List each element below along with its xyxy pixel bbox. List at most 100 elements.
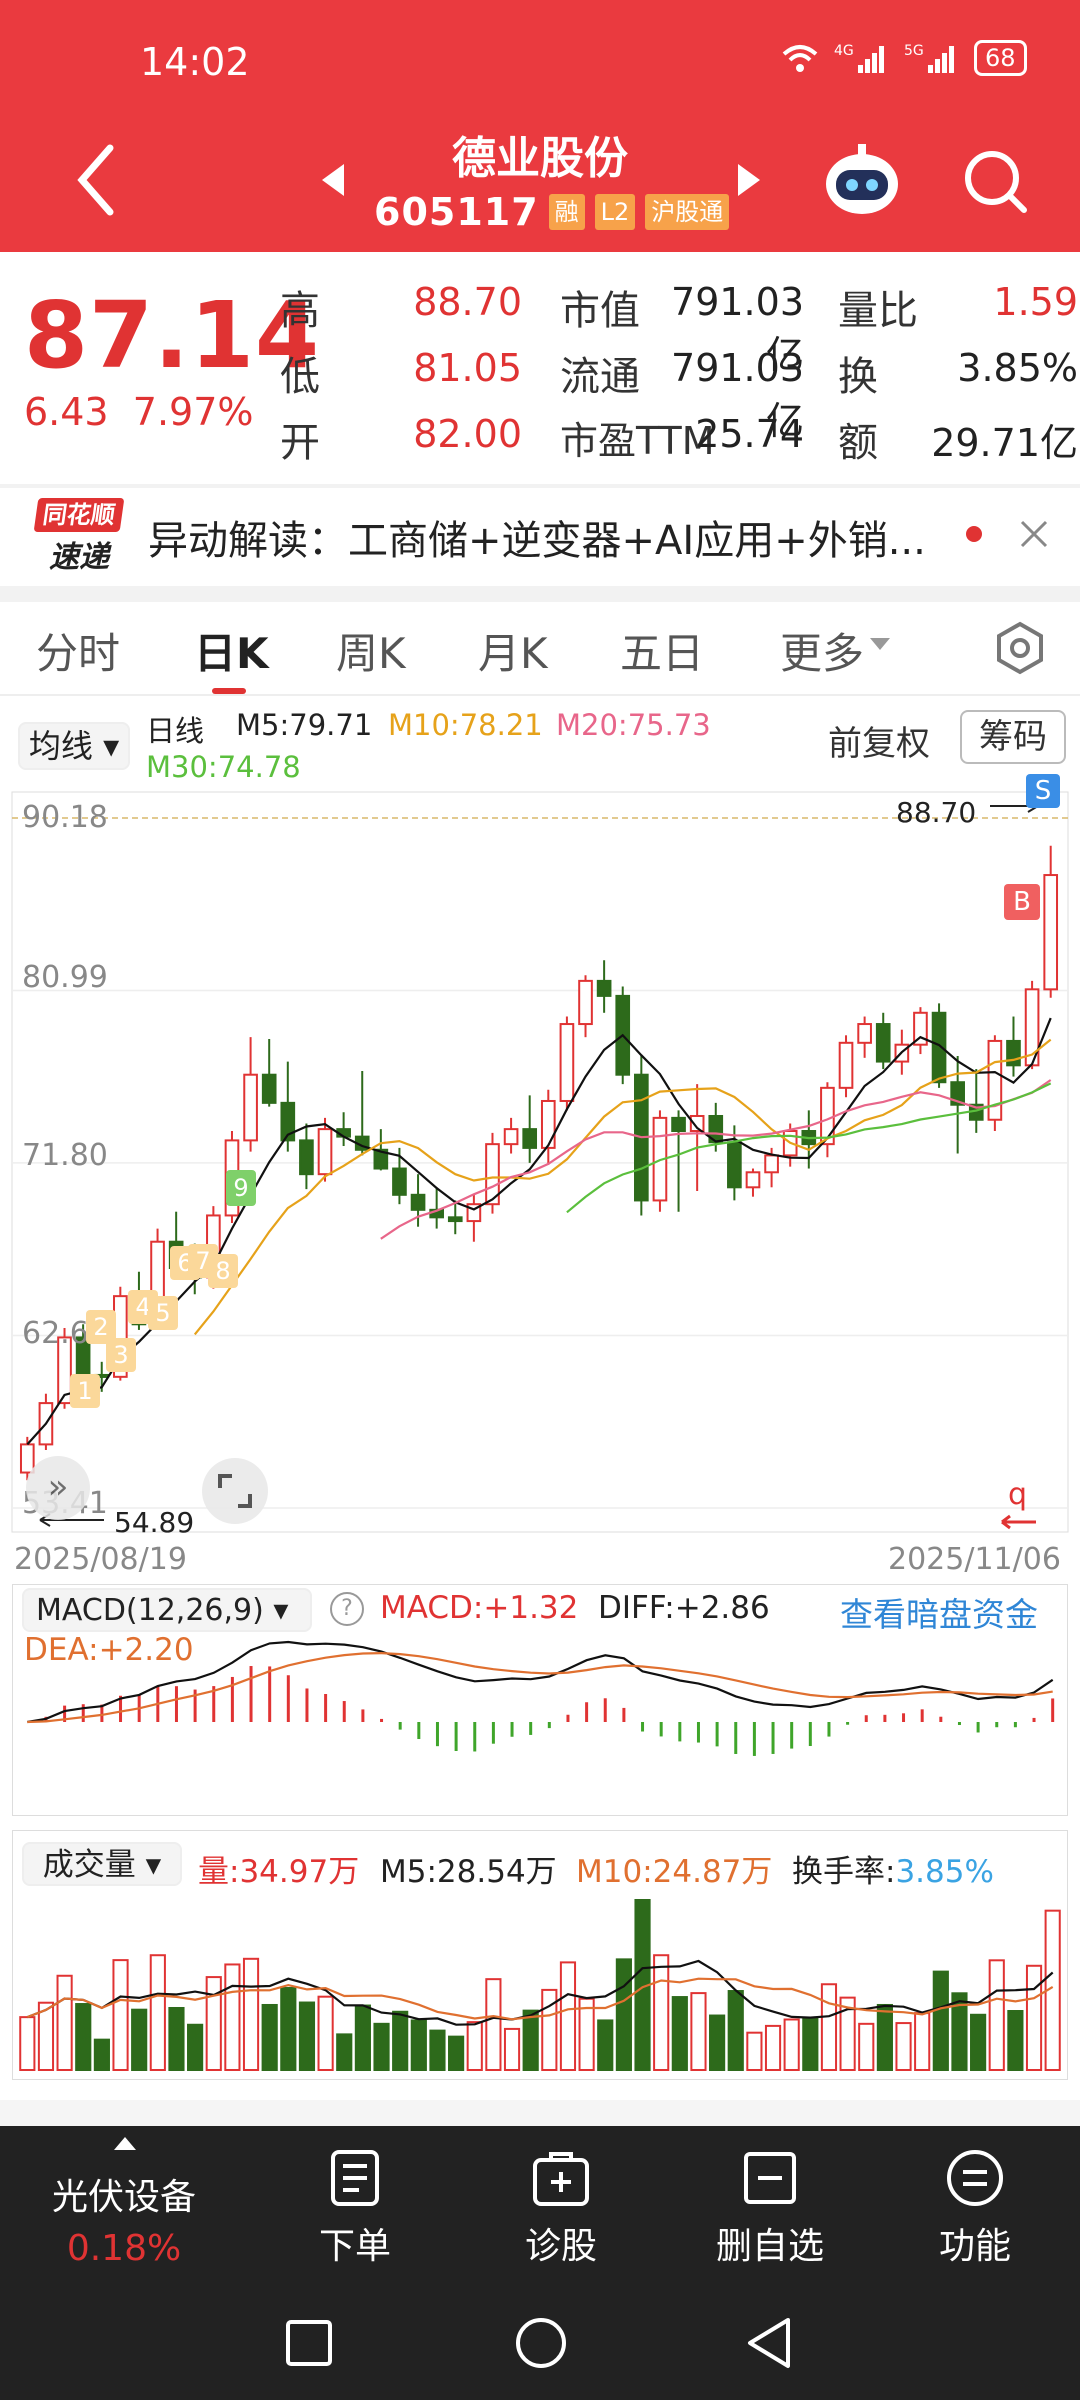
volume-bar (354, 2004, 371, 2071)
volume-bar (858, 2022, 875, 2071)
news-headline[interactable]: 异动解读：工商储+逆变器+AI应用+外销... (148, 518, 926, 564)
tab-more[interactable]: 更多 (780, 629, 865, 678)
volume-bar (168, 2006, 185, 2071)
divider (0, 484, 1080, 488)
chart-frame (11, 791, 1069, 1533)
buy-signal-badge[interactable]: B (1004, 884, 1040, 920)
tab-intraday[interactable]: 分时 (36, 629, 121, 678)
y-tick-3: 71.80 (22, 1138, 108, 1173)
back-nav-icon[interactable] (744, 2316, 794, 2370)
next-stock-icon[interactable] (734, 162, 764, 198)
signal-5g-icon: 5G (904, 43, 954, 73)
bottom-gap (0, 2100, 1080, 2126)
volume-selector[interactable]: 成交量 ▾ (22, 1842, 182, 1886)
volume-bar (839, 1996, 856, 2071)
reset-view-icon[interactable]: q (1000, 1478, 1040, 1534)
help-icon[interactable]: ? (330, 1592, 364, 1626)
macd-panel (12, 1584, 1068, 1816)
amount-value: 29.71亿 (931, 421, 1078, 465)
volume-bar (690, 1992, 707, 2071)
volume-ma10: M10:24.87万 (576, 1854, 773, 1890)
ma-selector[interactable]: 均线 ▾ (18, 722, 130, 770)
amount-label: 额 (838, 420, 878, 466)
volume-bar (131, 2008, 148, 2071)
sell-signal-badge[interactable]: S (1026, 774, 1060, 808)
macd-selector-label: MACD(12,26,9) (36, 1593, 264, 1628)
back-arrow-icon[interactable] (72, 140, 120, 220)
volume-bar (410, 2019, 427, 2071)
diff-line (27, 1640, 1054, 1724)
macd-selector[interactable]: MACD(12,26,9) ▾ (22, 1588, 312, 1632)
adjust-mode[interactable]: 前复权 (828, 724, 930, 764)
svg-text:q: q (1008, 1478, 1027, 1512)
ma30-line (566, 1082, 1052, 1214)
volume-bar (559, 1961, 577, 2071)
volume-bar (503, 2027, 521, 2072)
robot-assistant-icon[interactable] (820, 138, 904, 222)
diff-value: DIFF:+2.86 (598, 1590, 770, 1626)
volume-ma5-line (26, 1959, 1054, 2026)
search-icon[interactable] (962, 148, 1028, 214)
status-icons: 4G 5G 68 (780, 40, 1027, 76)
candle-body (1006, 1039, 1021, 1067)
low-value: 81.05 (413, 346, 522, 390)
scroll-left-icon[interactable]: » (26, 1456, 90, 1520)
fullscreen-icon[interactable] (200, 1456, 270, 1526)
count-badge: 3 (106, 1338, 136, 1372)
macd-chart[interactable] (12, 1630, 1068, 1816)
volume-bar (261, 2003, 278, 2071)
turnover-value: 3.85% (957, 346, 1078, 390)
high-value: 88.70 (413, 280, 522, 324)
volume-panel (12, 1830, 1068, 2080)
candle-body (261, 1073, 277, 1104)
volume-bar (298, 2001, 316, 2071)
stock-name: 德业股份 (452, 133, 628, 184)
volume-bar (93, 2038, 110, 2072)
close-icon[interactable] (1018, 518, 1050, 550)
battery-indicator: 68 (974, 40, 1027, 76)
tab-monthly-k[interactable]: 月K (478, 629, 548, 678)
remove-watchlist-button[interactable]: 删自选 (700, 2148, 840, 2269)
order-icon (331, 2150, 379, 2206)
recent-apps-icon[interactable] (284, 2318, 334, 2368)
dark-pool-link[interactable]: 查看暗盘资金 (840, 1595, 1038, 1634)
market-cap-label: 市值 (560, 288, 640, 334)
chips-button[interactable]: 筹码 (960, 710, 1066, 764)
candle-body (243, 1073, 258, 1142)
float-cap-value: 791.03亿 (671, 346, 804, 443)
tab-divider (0, 694, 1080, 696)
ma20-legend: M20:75.73 (556, 708, 711, 742)
active-tab-indicator (212, 688, 246, 694)
home-icon[interactable] (514, 2316, 568, 2370)
prev-stock-icon[interactable] (318, 162, 348, 198)
tab-weekly-k[interactable]: 周K (336, 629, 406, 678)
volume-bar (448, 2035, 465, 2071)
volume-bar (932, 1970, 949, 2071)
volume-value: 量:34.97万 (198, 1854, 360, 1890)
bottom-toolbar (0, 2126, 1080, 2400)
functions-button[interactable]: 功能 (910, 2148, 1040, 2269)
settings-icon[interactable] (992, 620, 1048, 676)
volume-bar (597, 2019, 614, 2071)
tab-daily-k[interactable]: 日K (194, 629, 269, 678)
candle-body (596, 979, 612, 997)
news-logo-bottom: 速递 (49, 540, 109, 575)
sector-name[interactable]: 光伏设备 (51, 2177, 196, 2218)
svg-text:4G: 4G (834, 43, 854, 59)
volume-bar (485, 1978, 502, 2071)
count-badge: 9 (226, 1170, 256, 1206)
diagnose-button[interactable]: 诊股 (496, 2148, 626, 2269)
menu-icon (947, 2150, 1003, 2206)
volume-chart[interactable] (12, 1890, 1068, 2080)
low-label: 低 (280, 354, 320, 400)
candle-body (447, 1216, 463, 1223)
volume-bar (671, 1996, 688, 2071)
volume-bar (522, 2009, 539, 2071)
expand-up-icon[interactable] (112, 2134, 138, 2152)
wifi-icon (782, 45, 818, 72)
volume-bar (951, 1992, 968, 2071)
volume-bar (336, 2033, 353, 2071)
order-button[interactable]: 下单 (290, 2148, 420, 2269)
tab-five-day[interactable]: 五日 (620, 629, 705, 678)
candlestick-chart[interactable] (0, 788, 1080, 1568)
